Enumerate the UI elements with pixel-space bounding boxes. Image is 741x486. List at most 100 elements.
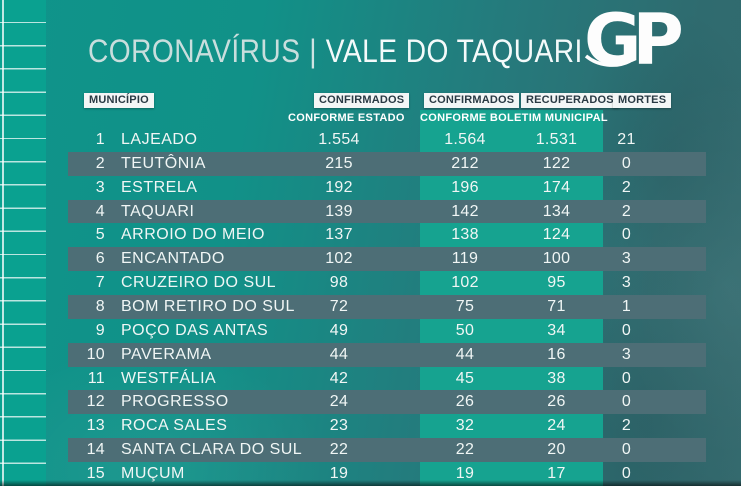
table-row: 8 BOM RETIRO DO SUL 72 75 71 1: [68, 295, 706, 319]
row-deaths: 0: [621, 226, 632, 244]
row-confirmed-municipal: 138: [451, 226, 479, 244]
row-confirmed-state: 49: [329, 321, 349, 339]
row-confirmed-state: 23: [329, 417, 349, 435]
row-deaths: 2: [621, 202, 632, 220]
row-deaths: 0: [621, 154, 632, 172]
row-rank: 1: [95, 130, 105, 148]
row-deaths: 0: [621, 321, 632, 339]
row-recovered: 100: [542, 250, 571, 268]
row-rank: 15: [86, 464, 105, 482]
row-rank: 2: [95, 154, 105, 172]
table-row: 15 MUÇUM 19 19 17 0: [68, 462, 706, 486]
row-municipality: POÇO DAS ANTAS: [121, 321, 269, 339]
row-deaths: 2: [621, 178, 632, 196]
row-recovered: 174: [542, 178, 571, 196]
row-municipality: PAVERAMA: [121, 345, 212, 363]
table-row: 1 LAJEADO 1.554 1.564 1.531 21: [68, 128, 706, 152]
row-municipality: TAQUARI: [121, 202, 195, 220]
table-row: 7 CRUZEIRO DO SUL 98 102 95 3: [68, 271, 706, 295]
row-deaths: 3: [621, 345, 632, 363]
row-confirmed-state: 139: [325, 202, 353, 220]
row-confirmed-municipal: 75: [455, 297, 475, 315]
title-coronavirus: CORONAVÍRUS: [88, 33, 301, 69]
table-row: 3 ESTRELA 192 196 174 2: [68, 176, 706, 200]
table-row: 10 PAVERAMA 44 44 16 3: [68, 342, 706, 367]
row-rank: 14: [86, 441, 105, 459]
row-deaths: 1: [621, 297, 632, 315]
row-deaths: 0: [621, 393, 632, 411]
table-row: 11 WESTFÁLIA 42 45 38 0: [68, 367, 706, 391]
row-confirmed-state: 102: [325, 250, 353, 268]
table-row: 2 TEUTÔNIA 215 212 122 0: [68, 151, 706, 176]
table-row: 9 POÇO DAS ANTAS 49 50 34 0: [68, 319, 706, 343]
row-municipality: MUÇUM: [121, 464, 185, 482]
subheader-conforme-boletim-municipal: CONFORME BOLETIM MUNICIPAL: [420, 112, 608, 124]
row-municipality: ARROIO DO MEIO: [121, 226, 265, 244]
table-row: 14 SANTA CLARA DO SUL 22 22 20 0: [68, 438, 706, 463]
row-confirmed-municipal: 19: [455, 464, 475, 482]
row-recovered: 17: [547, 464, 566, 482]
row-confirmed-municipal: 50: [455, 321, 475, 339]
title-separator: |: [309, 33, 317, 69]
subheader-conforme-estado: CONFORME ESTADO: [288, 112, 405, 124]
gp-logo-icon: GP: [584, 0, 690, 81]
row-rank: 7: [95, 274, 105, 292]
svg-text:GP: GP: [584, 6, 681, 76]
row-recovered: 16: [547, 345, 566, 363]
column-header-municipio: MUNICÍPIO: [84, 93, 154, 108]
row-confirmed-municipal: 102: [451, 274, 479, 292]
row-recovered: 1.531: [535, 130, 578, 148]
row-recovered: 134: [542, 202, 571, 220]
row-rank: 9: [95, 321, 105, 339]
row-rank: 6: [95, 250, 105, 268]
row-confirmed-state: 19: [329, 464, 349, 482]
bottom-edge-shade: [0, 480, 741, 486]
row-recovered: 26: [547, 393, 566, 411]
row-municipality: PROGRESSO: [121, 393, 229, 411]
row-rank: 8: [95, 297, 105, 315]
row-municipality: WESTFÁLIA: [121, 369, 217, 387]
row-rank: 13: [86, 417, 105, 435]
column-header-confirmados-estado: CONFIRMADOS: [314, 93, 410, 108]
table-row: 5 ARROIO DO MEIO 137 138 124 0: [68, 223, 706, 247]
row-recovered: 95: [547, 274, 566, 292]
row-confirmed-municipal: 22: [455, 441, 475, 459]
row-recovered: 71: [547, 297, 566, 315]
row-deaths: 0: [621, 369, 632, 387]
row-deaths: 0: [621, 441, 632, 459]
row-confirmed-state: 22: [329, 441, 349, 459]
table-row: 13 ROCA SALES 23 32 24 2: [68, 414, 706, 438]
row-recovered: 38: [547, 369, 566, 387]
row-recovered: 20: [547, 441, 566, 459]
row-municipality: BOM RETIRO DO SUL: [121, 297, 295, 315]
column-header-mortes: MORTES: [613, 93, 672, 108]
title-region: VALE DO TAQUARI: [325, 33, 583, 69]
row-rank: 10: [86, 345, 105, 363]
row-confirmed-state: 98: [329, 274, 349, 292]
row-confirmed-municipal: 119: [451, 250, 479, 268]
row-confirmed-municipal: 142: [451, 202, 479, 220]
row-municipality: SANTA CLARA DO SUL: [121, 441, 303, 459]
row-municipality: TEUTÔNIA: [121, 154, 206, 172]
row-rank: 12: [86, 393, 105, 411]
row-deaths: 3: [621, 274, 632, 292]
row-deaths: 0: [621, 464, 632, 482]
row-rank: 4: [95, 202, 105, 220]
row-recovered: 24: [547, 417, 566, 435]
row-confirmed-municipal: 44: [455, 345, 475, 363]
row-confirmed-state: 137: [325, 226, 353, 244]
row-confirmed-state: 72: [329, 297, 349, 315]
row-municipality: ESTRELA: [121, 178, 198, 196]
row-confirmed-state: 1.554: [318, 130, 360, 148]
row-confirmed-state: 44: [329, 345, 349, 363]
row-confirmed-state: 215: [325, 154, 353, 172]
row-recovered: 124: [542, 226, 571, 244]
row-municipality: LAJEADO: [121, 130, 198, 148]
row-rank: 5: [95, 226, 105, 244]
row-recovered: 122: [542, 154, 571, 172]
row-deaths: 21: [617, 130, 636, 148]
row-confirmed-municipal: 45: [455, 369, 475, 387]
row-municipality: ENCANTADO: [121, 250, 225, 268]
column-header-recuperados: RECUPERADOS: [521, 93, 619, 108]
table-row: 12 PROGRESSO 24 26 26 0: [68, 390, 706, 415]
